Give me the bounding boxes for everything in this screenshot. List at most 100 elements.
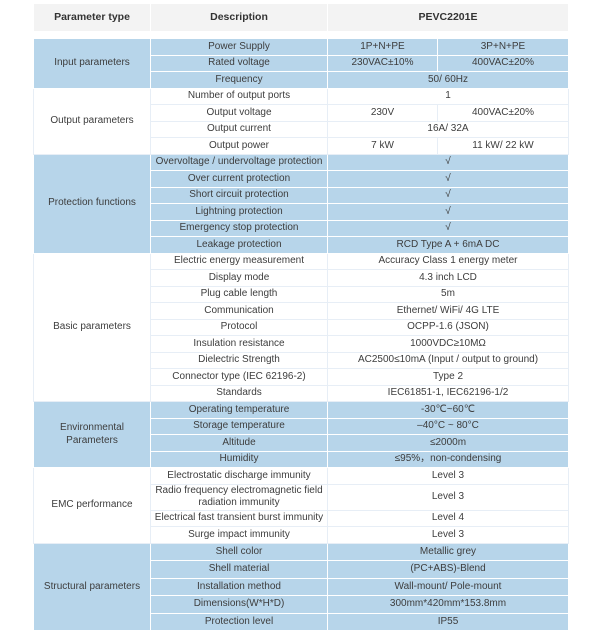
description-cell: Display mode [150,269,328,287]
description-cell: Storage temperature [150,417,328,435]
description-cell: Standards [150,384,328,402]
value-cell: 4.3 inch LCD [327,269,569,287]
value-cell: 16A/ 32A [327,120,569,138]
description-cell: Operating temperature [150,401,328,419]
description-cell: Shell color [150,542,328,561]
description-cell: Electrostatic discharge immunity [150,467,328,485]
value-cell: √ [327,153,569,171]
description-cell: Altitude [150,434,328,452]
header-description: Description [150,3,328,32]
description-cell: Radio frequency electromagnetic field ra… [150,483,328,511]
description-cell: Output power [150,137,328,155]
table-row: Communication Ethernet/ WiFi/ 4G LTE [34,302,569,320]
value-cell: √ [327,203,569,221]
description-cell: Insulation resistance [150,335,328,353]
table-row: Output power 7 kW 11 kW/ 22 kW [34,137,569,155]
description-cell: Lightning protection [150,203,328,221]
description-cell: Connector type (IEC 62196-2) [150,368,328,386]
value-cell: 1P+N+PE [327,38,438,56]
parameter-type-cell: Environmental Parameters [33,401,151,468]
header-gap [33,31,569,39]
value-cell: 400VAC±20% [437,104,569,122]
value-cell: 230V [327,104,438,122]
table-row: EMC performance Electrostatic discharge … [33,467,569,544]
parameter-type-cell: Protection functions [33,153,151,254]
value-cell: IP55 [327,612,569,631]
description-cell: Overvoltage / undervoltage protection [150,153,328,171]
table-row: Humidity ≤95%，non-condensing [34,450,569,468]
description-cell: Plug cable length [150,285,328,303]
value-cell: Level 4 [327,509,569,527]
value-cell: Level 3 [327,526,569,544]
section-environmental-parameters: Environmental Parameters Operating tempe… [33,401,569,468]
description-cell: Electrical fast transient burst immunity [150,509,328,527]
value-cell: √ [327,219,569,237]
table-row: Shell material (PC+ABS)-Blend [34,560,569,579]
header-row: Parameter type Description PEVC2201E [33,3,569,32]
table-row: Basic parameters Electric energy measure… [33,252,569,402]
value-cell: -30℃~60℃ [327,401,569,419]
parameter-type-cell: Output parameters [33,87,151,155]
description-cell: Power Supply [150,38,328,56]
description-cell: Protection level [150,612,328,631]
table-row: Environmental Parameters Operating tempe… [33,401,569,468]
value-cell: –40°C ~ 80°C [327,417,569,435]
description-cell: Short circuit protection [150,186,328,204]
value-cell: 7 kW [327,137,438,155]
value-cell: 400VAC±20% [437,54,569,72]
parameter-type-cell: Structural parameters [33,542,151,631]
description-cell: Frequency [150,71,328,89]
value-cell: (PC+ABS)-Blend [327,560,569,579]
value-cell: IEC61851-1, IEC62196-1/2 [327,384,569,402]
table-row: Protection functions Overvoltage / under… [33,153,569,254]
section-structural-parameters: Structural parameters Shell color Metall… [33,542,569,631]
description-cell: Shell material [150,560,328,579]
table-row: Dielectric Strength AC2500≤10mA (Input /… [34,351,569,369]
description-cell: Dielectric Strength [150,351,328,369]
table-row: Output parameters Number of output ports… [33,87,569,155]
value-cell: Wall-mount/ Pole-mount [327,577,569,596]
value-cell: ≤2000m [327,434,569,452]
description-cell: Communication [150,302,328,320]
value-cell: Level 3 [327,467,569,485]
table-row: Short circuit protection √ [34,186,569,204]
description-cell: Emergency stop protection [150,219,328,237]
description-cell: Leakage protection [150,236,328,254]
section-basic-parameters: Basic parameters Electric energy measure… [33,252,569,402]
description-cell: Rated voltage [150,54,328,72]
header-parameter-type: Parameter type [33,3,151,32]
value-cell: √ [327,186,569,204]
value-cell: 230VAC±10% [327,54,438,72]
description-cell: Dimensions(W*H*D) [150,595,328,614]
value-cell: 1000VDC≥10MΩ [327,335,569,353]
value-cell: √ [327,170,569,188]
value-cell: 11 kW/ 22 kW [437,137,569,155]
value-cell: 5m [327,285,569,303]
value-cell: 1 [327,87,569,105]
description-cell: Over current protection [150,170,328,188]
value-cell: Type 2 [327,368,569,386]
value-cell: 300mm*420mm*153.8mm [327,595,569,614]
value-cell: Ethernet/ WiFi/ 4G LTE [327,302,569,320]
value-cell: AC2500≤10mA (Input / output to ground) [327,351,569,369]
description-cell: Installation method [150,577,328,596]
parameter-type-cell: EMC performance [33,467,151,544]
table-row: Altitude ≤2000m [34,434,569,452]
table-row: Leakage protection RCD Type A + 6mA DC [34,236,569,254]
section-protection-functions: Protection functions Overvoltage / under… [33,153,569,254]
description-cell: Number of output ports [150,87,328,105]
table-row: Emergency stop protection √ [34,219,569,237]
description-cell: Output voltage [150,104,328,122]
specification-table: Parameter type Description PEVC2201E Inp… [33,3,569,631]
table-row: Structural parameters Shell color Metall… [33,542,569,631]
section-output-parameters: Output parameters Number of output ports… [33,87,569,155]
table-header: Parameter type Description PEVC2201E [33,3,569,32]
value-cell: 50/ 60Hz [327,71,569,89]
value-cell: RCD Type A + 6mA DC [327,236,569,254]
value-cell: Metallic grey [327,542,569,561]
value-cell: Accuracy Class 1 energy meter [327,252,569,270]
value-cell: Level 3 [327,483,569,511]
value-cell: 3P+N+PE [437,38,569,56]
table-row: Insulation resistance 1000VDC≥10MΩ [34,335,569,353]
table-row: Electrical fast transient burst immunity… [34,509,569,527]
